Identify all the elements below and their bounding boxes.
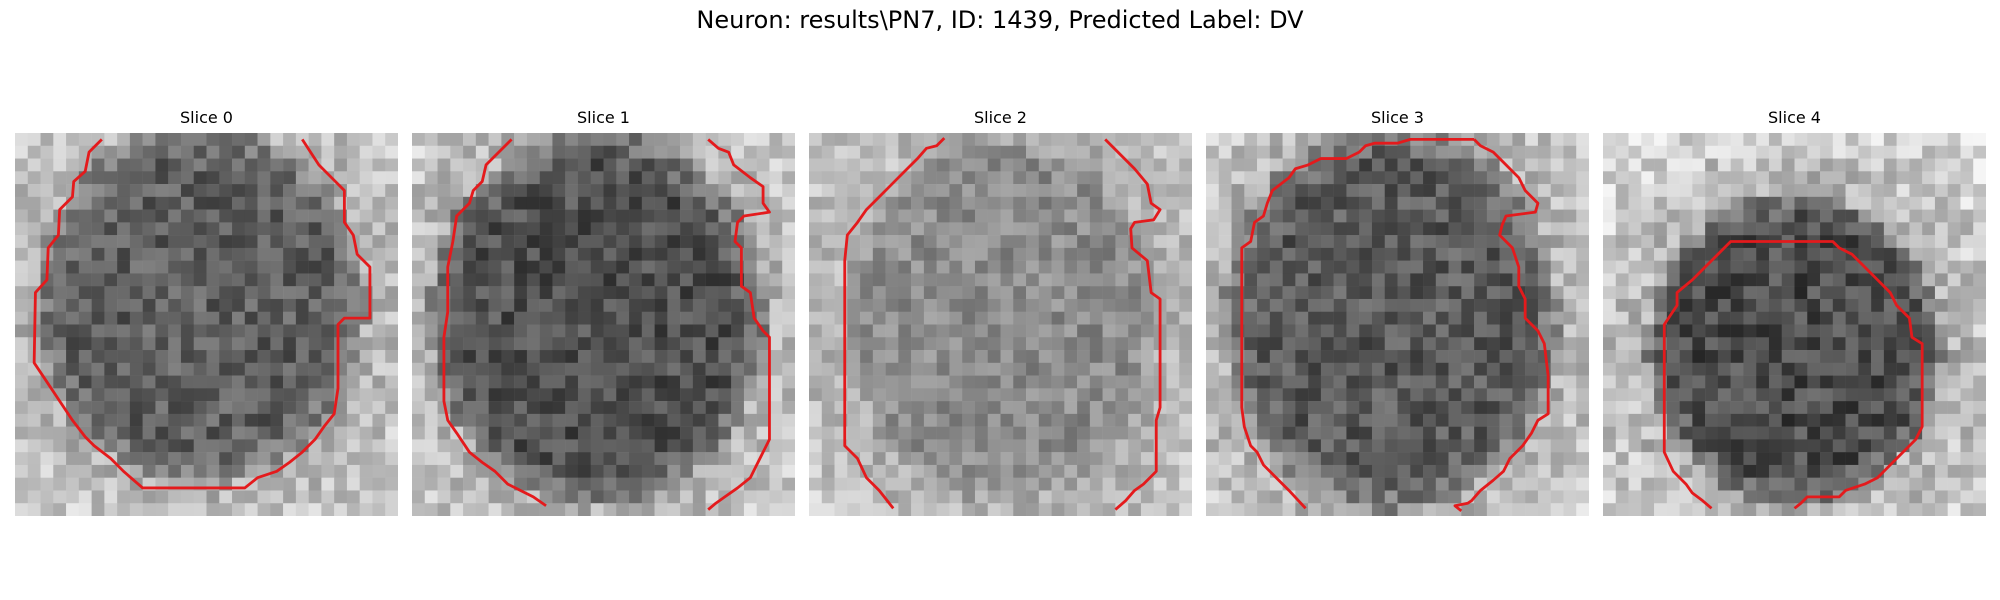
slice-pixels-1 xyxy=(412,133,795,516)
slice-image-2 xyxy=(809,133,1192,516)
slice-contour-2b xyxy=(1104,138,1162,511)
slice-contour-1 xyxy=(442,138,547,507)
slice-contour-3 xyxy=(1240,137,1475,510)
slice-panel-2: Slice 2 xyxy=(809,108,1192,520)
slice-title-0: Slice 0 xyxy=(180,108,233,127)
slice-title-3: Slice 3 xyxy=(1371,108,1424,127)
slice-image-1 xyxy=(412,133,795,516)
slice-contour-1b xyxy=(707,138,771,511)
slice-title-4: Slice 4 xyxy=(1768,108,1821,127)
slice-pixels-4 xyxy=(1603,133,1986,516)
slice-contour-3b xyxy=(1453,138,1550,512)
slice-image-4 xyxy=(1603,133,1986,516)
slice-contour-4 xyxy=(1662,240,1924,510)
slice-panel-1: Slice 1 xyxy=(412,108,795,520)
slice-contour-2 xyxy=(843,137,946,510)
slice-image-3 xyxy=(1206,133,1589,516)
figure-title: Neuron: results\PN7, ID: 1439, Predicted… xyxy=(696,6,1304,34)
slice-image-0 xyxy=(15,133,398,516)
slice-panel-4: Slice 4 xyxy=(1603,108,1986,520)
slice-panel-0: Slice 0 xyxy=(15,108,398,520)
slice-title-2: Slice 2 xyxy=(974,108,1027,127)
slice-pixels-2 xyxy=(809,133,1192,516)
slice-title-1: Slice 1 xyxy=(577,108,630,127)
slice-contour-0 xyxy=(32,138,372,490)
slice-panel-3: Slice 3 xyxy=(1206,108,1589,520)
slice-pixels-0 xyxy=(15,133,398,516)
